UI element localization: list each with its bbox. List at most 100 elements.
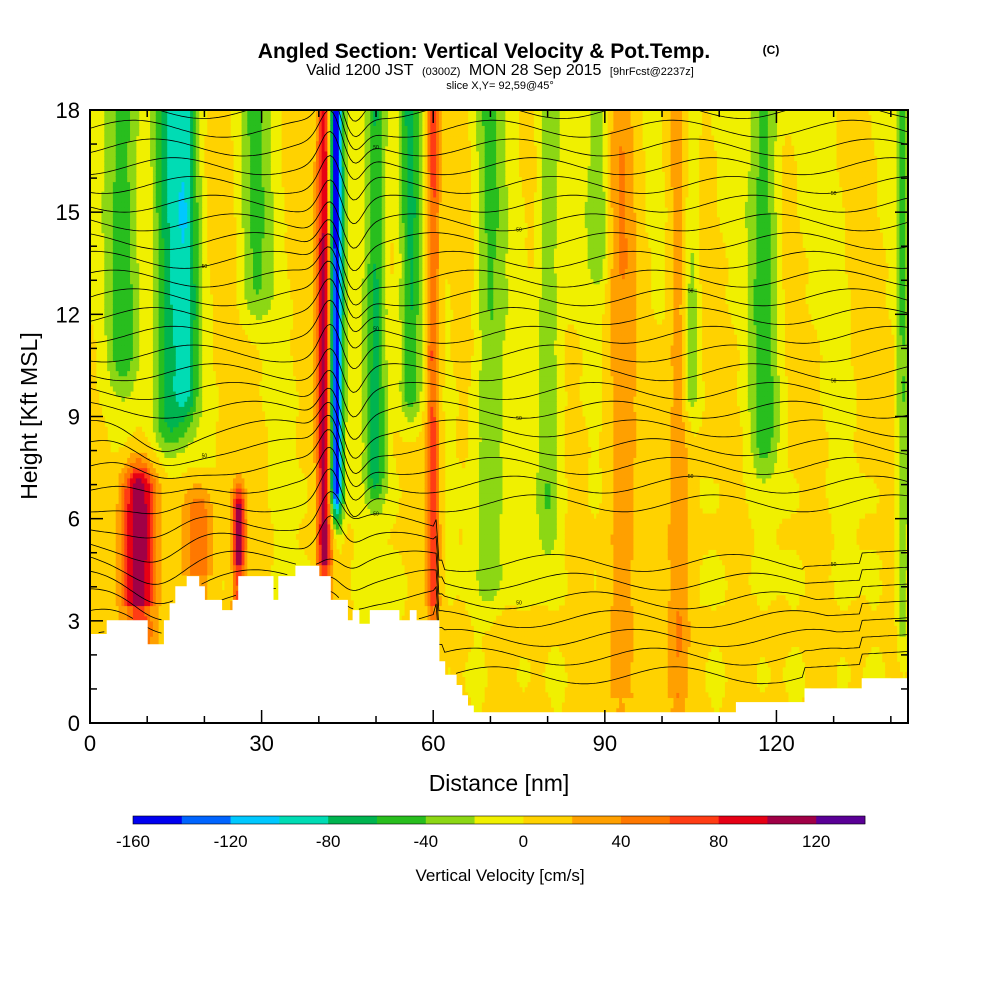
velocity-cell [112,579,117,586]
velocity-cell [150,120,154,126]
velocity-cell [135,431,140,438]
velocity-cell [95,426,100,433]
velocity-cell [107,196,111,203]
velocity-cell [130,436,134,443]
velocity-cell [161,176,165,183]
velocity-cell [104,150,108,157]
velocity-cell [158,513,163,520]
velocity-cell [141,549,145,556]
velocity-cell [144,518,148,525]
velocity-cell [158,304,163,310]
velocity-cell [124,533,128,540]
velocity-cell [161,227,165,234]
velocity-cell [104,523,108,530]
velocity-cell [118,339,123,346]
velocity-cell [132,232,137,239]
velocity-cell [95,406,100,412]
velocity-cell [110,186,114,193]
velocity-cell [152,605,157,612]
velocity-cell [107,518,111,525]
velocity-cell [107,227,111,234]
velocity-cell [130,176,134,183]
velocity-cell [161,493,165,499]
velocity-cell [121,227,125,234]
velocity-cell [127,579,131,586]
velocity-cell [124,181,128,188]
velocity-cell [144,544,148,550]
velocity-cell [92,631,97,637]
velocity-cell [115,355,120,361]
velocity-cell [107,482,111,489]
velocity-cell [98,436,103,443]
velocity-cell [144,503,148,510]
velocity-cell [121,503,125,510]
velocity-cell [115,181,120,188]
velocity-cell [90,324,94,331]
velocity-cell [104,477,108,484]
velocity-cell [127,222,131,229]
velocity-cell [155,406,160,412]
velocity-cell [150,493,154,499]
velocity-cell [155,237,160,244]
velocity-cell [132,615,137,622]
velocity-cell [121,130,125,137]
velocity-cell [161,442,165,448]
velocity-cell [90,625,94,632]
velocity-cell [152,533,157,540]
velocity-cell [110,513,114,520]
velocity-cell [161,196,165,203]
velocity-cell [150,564,154,571]
velocity-cell [107,600,111,607]
velocity-cell [112,554,117,561]
velocity-cell [104,227,108,234]
velocity-cell [127,161,131,167]
velocity-cell [107,554,111,561]
velocity-cell [144,493,148,499]
velocity-cell [95,605,100,612]
velocity-cell [135,508,140,515]
velocity-cell [110,304,114,310]
velocity-cell [112,135,117,142]
velocity-cell [98,539,103,545]
velocity-cell [124,355,128,361]
velocity-cell [144,462,148,469]
velocity-cell [127,191,131,198]
velocity-cell [104,319,108,326]
velocity-cell [135,462,140,469]
velocity-cell [144,569,148,576]
velocity-cell [118,186,123,193]
velocity-cell [101,222,105,229]
velocity-cell [90,472,94,479]
velocity-cell [130,610,134,617]
velocity-cell [155,145,160,152]
velocity-cell [141,610,145,617]
velocity-cell [150,467,154,474]
velocity-cell [121,559,125,566]
velocity-cell [124,201,128,208]
velocity-cell [112,120,117,126]
velocity-cell [155,304,160,310]
velocity-cell [115,498,120,504]
velocity-cell [127,273,131,280]
velocity-cell [132,549,137,556]
velocity-cell [112,595,117,601]
velocity-cell [158,242,163,249]
velocity-cell [124,452,128,458]
velocity-cell [101,201,105,208]
velocity-cell [141,447,145,453]
velocity-cell [124,513,128,520]
velocity-cell [138,513,143,520]
velocity-cell [107,186,111,193]
velocity-cell [158,610,163,617]
velocity-cell [104,569,108,576]
velocity-cell [155,299,160,305]
velocity-cell [158,181,163,188]
velocity-cell [158,544,163,550]
velocity-cell [158,523,163,530]
velocity-cell [107,155,111,162]
velocity-cell [158,411,163,418]
velocity-cell [155,360,160,367]
velocity-cell [195,150,200,157]
velocity-cell [230,207,234,213]
velocity-cell [150,457,154,464]
